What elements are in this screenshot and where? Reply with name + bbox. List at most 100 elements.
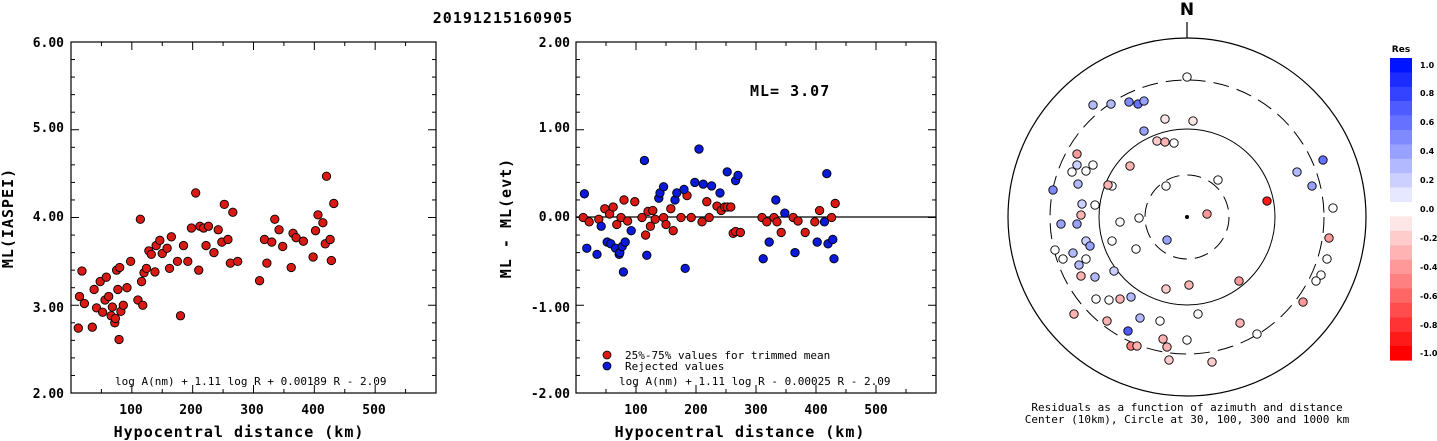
rejected-residual-point (639, 155, 650, 166)
trimmed-residual-point (762, 217, 772, 227)
rejected-residual-point (642, 250, 652, 260)
ml-station-point (97, 307, 108, 317)
ml-station-point (138, 300, 148, 310)
ml-station-point (325, 234, 335, 245)
ml-station-point (87, 322, 97, 332)
polar-station-marker (1074, 260, 1084, 270)
trimmed-residual-point (810, 217, 820, 227)
trimmed-residual-point (830, 198, 840, 209)
middle-formula: log A(nm) + 1.11 log R - 0.00025 R - 2.0… (619, 375, 891, 388)
mid-ytick-0: 0.00 (539, 210, 570, 225)
trimmed-residual-point (608, 202, 618, 212)
ml-station-point (223, 234, 233, 245)
polar-station-marker (1202, 209, 1212, 219)
rejected-residual-point (582, 243, 592, 253)
ml-station-point (318, 218, 328, 228)
legend-rejected-label: Rejected values (625, 360, 724, 373)
trimmed-residual-point (668, 226, 678, 236)
trimmed-residual-point (666, 204, 676, 214)
colorbar-block (1390, 115, 1412, 131)
trimmed-residual-point (735, 227, 746, 238)
ml-station-point (162, 243, 172, 253)
rejected-residual-point (596, 221, 606, 231)
ml-station-point (150, 267, 160, 277)
left-ylabel: ML(IASPEI) (0, 168, 17, 268)
circle-1000km (1007, 37, 1367, 397)
polar-station-marker (1188, 116, 1198, 126)
ml-station-point (308, 252, 318, 262)
ml-station-point (313, 210, 323, 220)
north-label: N (1180, 0, 1194, 20)
polar-station-marker (1050, 245, 1060, 255)
legend-trimmed-label: 25%-75% values for trimmed mean (625, 349, 830, 362)
ml-station-point (178, 240, 189, 251)
polar-station-marker (1207, 357, 1217, 367)
ml-station-point (155, 235, 165, 245)
trimmed-residual-point (814, 205, 825, 216)
cb-label-1.0: 1.0 (1420, 61, 1435, 70)
colorbar-block (1390, 58, 1412, 73)
left-ticks (70, 41, 437, 394)
left-plot-frame (70, 41, 437, 394)
polar-station-marker (1058, 254, 1068, 264)
polar-station-marker (1132, 341, 1142, 351)
rejected-residual-point (822, 168, 832, 179)
mid-xtick-100: 100 (624, 403, 648, 418)
left-ytick-6: 6.00 (33, 36, 64, 51)
polar-station-points (1048, 72, 1338, 367)
rejected-residual-point (592, 249, 602, 260)
polar-station-marker (1162, 235, 1172, 245)
ml-station-point (166, 232, 177, 242)
middle-data-points (578, 144, 840, 277)
ml-station-point (191, 188, 201, 198)
trimmed-residual-point (630, 197, 640, 207)
ml-station-point (254, 276, 265, 286)
polar-station-marker (1328, 203, 1338, 213)
polar-station-marker (1056, 219, 1066, 229)
polar-station-marker (1091, 294, 1101, 304)
colorbar-block (1390, 173, 1412, 188)
polar-station-marker (1252, 329, 1262, 339)
ml-station-point (118, 300, 128, 310)
left-xtick-500: 500 (362, 403, 386, 418)
rejected-residual-point (579, 189, 590, 199)
left-panel: 2.00 3.00 4.00 5.00 6.00 100 200 300 400… (0, 36, 437, 441)
polar-station-marker (1311, 276, 1321, 286)
polar-station-marker (1102, 316, 1112, 326)
left-xtick-400: 400 (301, 403, 325, 418)
ml-station-point (104, 291, 114, 302)
rejected-residual-point (690, 177, 700, 188)
colorbar-block (1390, 331, 1412, 347)
ml-station-point (73, 323, 83, 333)
trimmed-residual-point (661, 219, 671, 230)
ml-station-point (194, 265, 204, 275)
rejected-residual-point (819, 217, 830, 227)
polar-station-marker (1068, 248, 1078, 258)
ml-station-point (114, 334, 124, 345)
polar-station-marker (1234, 276, 1244, 286)
cb-label--0.6: -0.6 (1420, 292, 1437, 301)
colorbar-block (1390, 187, 1412, 203)
polar-station-marker (1123, 326, 1133, 336)
polar-station-marker (1107, 236, 1117, 246)
polar-station-marker (1182, 72, 1192, 82)
legend-rejected-marker (602, 361, 612, 371)
ml-station-point (79, 298, 90, 309)
ml-station-point (141, 263, 152, 274)
cb-label--1.0: -1.0 (1420, 349, 1437, 358)
ml-value-label: ML= 3.07 (750, 82, 830, 100)
colorbar-block (1390, 101, 1412, 116)
colorbar-block (1390, 144, 1412, 159)
cb-label-0.4: 0.4 (1420, 147, 1435, 156)
trimmed-residual-point (686, 212, 696, 223)
ml-station-point (115, 262, 125, 273)
ml-station-point (321, 171, 332, 181)
ml-station-point (135, 214, 146, 224)
rejected-residual-point (694, 144, 704, 154)
ml-station-point (278, 241, 288, 252)
rejected-residual-point (829, 254, 839, 264)
cb-label-0.2: 0.2 (1420, 176, 1434, 185)
ml-station-point (186, 223, 197, 233)
trimmed-residual-point (584, 217, 594, 227)
